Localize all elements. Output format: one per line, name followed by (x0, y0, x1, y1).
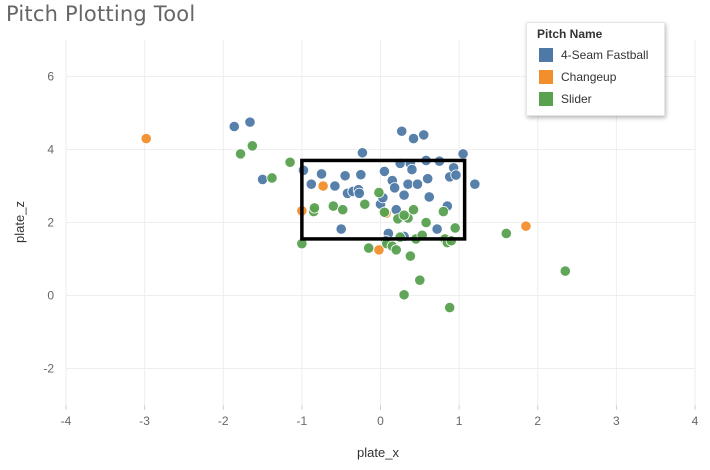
pitch-point-4-seam-fastball[interactable] (396, 125, 408, 137)
pitch-point-4-seam-fastball[interactable] (353, 187, 365, 199)
tick-layer: -4 -3 -2 -1 0 1 2 3 4 -2 0 2 4 6 (43, 70, 698, 429)
x-tick-label: -1 (297, 414, 308, 428)
pitch-point-slider[interactable] (373, 186, 385, 199)
pitch-point-slider[interactable] (378, 206, 391, 218)
legend-swatch-slider (539, 92, 553, 106)
pitch-point-4-seam-fastball[interactable] (356, 147, 369, 159)
pitch-point-slider[interactable] (337, 204, 349, 216)
legend[interactable]: Pitch Name 4-Seam Fastball Changeup Slid… (526, 22, 665, 116)
pitch-point-4-seam-fastball[interactable] (315, 168, 328, 180)
pitch-point-4-seam-fastball[interactable] (407, 132, 420, 145)
y-axis-label: plate_z (12, 201, 27, 243)
pitch-point-slider[interactable] (390, 244, 402, 256)
pitch-point-slider[interactable] (234, 148, 247, 160)
pitch-point-4-seam-fastball[interactable] (406, 163, 418, 176)
y-tick-label: -2 (43, 362, 54, 376)
pitch-point-changeup[interactable] (317, 180, 329, 192)
legend-swatch-changeup (539, 70, 553, 84)
pitch-point-4-seam-fastball[interactable] (469, 178, 481, 190)
pitch-point-4-seam-fastball[interactable] (418, 129, 430, 141)
pitch-point-slider[interactable] (394, 231, 406, 243)
pitch-point-4-seam-fastball[interactable] (339, 170, 351, 182)
pitch-point-4-seam-fastball[interactable] (355, 169, 367, 181)
legend-item-4-seam-fastball[interactable]: 4-Seam Fastball (539, 47, 648, 63)
x-tick-label: -2 (218, 414, 229, 428)
pitch-point-slider[interactable] (559, 265, 571, 277)
pitch-point-slider[interactable] (398, 289, 410, 301)
page-title: Pitch Plotting Tool (6, 2, 196, 26)
pitch-point-changeup[interactable] (140, 132, 152, 145)
pitch-point-slider[interactable] (284, 156, 296, 168)
pitch-point-4-seam-fastball[interactable] (423, 191, 435, 203)
pitch-point-slider[interactable] (437, 205, 449, 218)
pitch-point-4-seam-fastball[interactable] (398, 189, 410, 201)
pitch-point-slider[interactable] (359, 198, 371, 210)
legend-label-slider: Slider (561, 92, 592, 106)
legend-item-slider[interactable]: Slider (539, 91, 592, 107)
legend-label-changeup: Changeup (561, 70, 617, 84)
legend-label-4-seam-fastball: 4-Seam Fastball (561, 48, 649, 62)
pitch-point-4-seam-fastball[interactable] (457, 148, 469, 160)
pitch-point-changeup[interactable] (520, 220, 532, 232)
pitch-point-slider[interactable] (246, 140, 258, 152)
pitch-point-4-seam-fastball[interactable] (305, 178, 317, 190)
pitch-point-4-seam-fastball[interactable] (378, 165, 391, 177)
pitch-point-slider[interactable] (266, 172, 278, 184)
x-tick-label: 0 (377, 414, 384, 428)
pitch-point-4-seam-fastball[interactable] (422, 173, 434, 185)
pitch-point-slider[interactable] (308, 202, 321, 214)
pitch-point-4-seam-fastball[interactable] (256, 173, 269, 186)
point-layer (140, 116, 571, 314)
pitch-point-4-seam-fastball[interactable] (431, 223, 443, 235)
x-tick-label: -4 (61, 414, 72, 428)
pitch-point-4-seam-fastball[interactable] (228, 120, 240, 133)
pitch-point-4-seam-fastball[interactable] (402, 178, 414, 190)
x-tick-label: 3 (613, 414, 620, 428)
y-tick-label: 6 (47, 70, 54, 84)
y-tick-label: 4 (47, 143, 54, 157)
pitch-point-slider[interactable] (500, 227, 512, 240)
pitch-point-slider[interactable] (449, 222, 461, 234)
pitch-point-slider[interactable] (398, 209, 410, 221)
y-tick-label: 2 (47, 216, 54, 230)
pitch-point-4-seam-fastball[interactable] (329, 180, 341, 192)
pitch-point-slider[interactable] (445, 235, 457, 247)
pitch-point-slider[interactable] (404, 250, 416, 262)
pitch-point-4-seam-fastball[interactable] (389, 182, 401, 194)
legend-item-changeup[interactable]: Changeup (539, 69, 616, 85)
legend-swatch-4-seam-fastball (539, 48, 553, 62)
pitch-point-slider[interactable] (420, 216, 432, 229)
pitch-point-4-seam-fastball[interactable] (411, 178, 424, 190)
pitch-point-4-seam-fastball[interactable] (450, 169, 462, 181)
y-tick-label: 0 (47, 289, 54, 303)
x-tick-label: 1 (456, 414, 463, 428)
pitch-point-slider[interactable] (407, 204, 420, 216)
pitch-point-slider[interactable] (327, 200, 339, 212)
pitch-point-slider[interactable] (363, 242, 375, 254)
strike-zone-box (300, 158, 467, 241)
legend-title: Pitch Name (537, 27, 603, 41)
x-tick-label: 4 (692, 414, 699, 428)
pitch-point-4-seam-fastball[interactable] (244, 116, 256, 128)
x-tick-label: -3 (139, 414, 150, 428)
x-axis-label: plate_x (357, 445, 399, 460)
x-tick-label: 2 (534, 414, 541, 428)
pitch-point-slider[interactable] (414, 274, 426, 286)
pitch-point-4-seam-fastball[interactable] (335, 223, 347, 235)
pitch-point-slider[interactable] (444, 301, 456, 314)
